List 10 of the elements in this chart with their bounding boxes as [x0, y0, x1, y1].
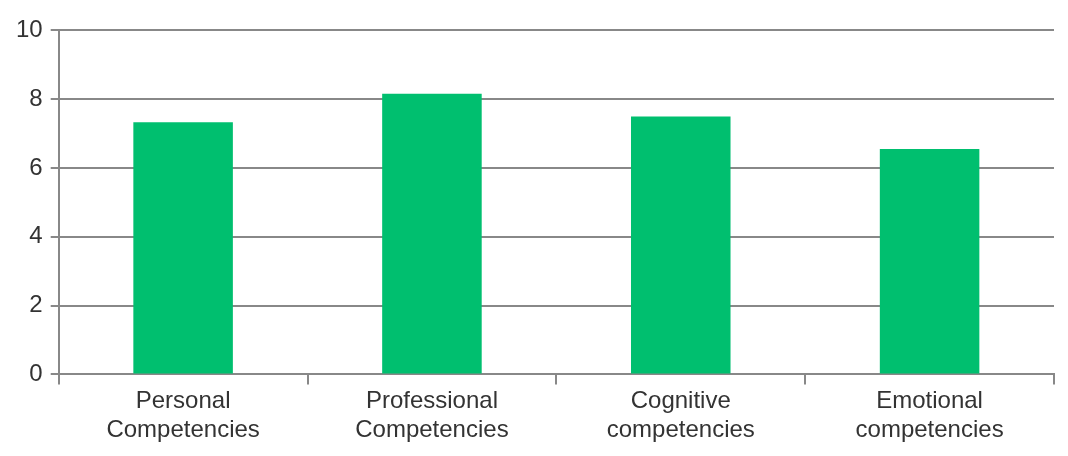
x-tick-label: Emotional competencies [855, 386, 1004, 443]
y-tick-label: 4 [29, 221, 43, 249]
y-tick-label: 8 [29, 83, 43, 111]
y-tick-label: 2 [29, 290, 43, 318]
x-tick-label: Personal Competencies [106, 386, 260, 443]
y-tick-label: 6 [29, 152, 43, 180]
y-tick-label: 0 [29, 359, 43, 387]
y-tick-label: 10 [15, 15, 43, 43]
x-tick-label: Cognitive competencies [606, 386, 755, 443]
x-tick-label: Professional Competencies [355, 386, 509, 443]
